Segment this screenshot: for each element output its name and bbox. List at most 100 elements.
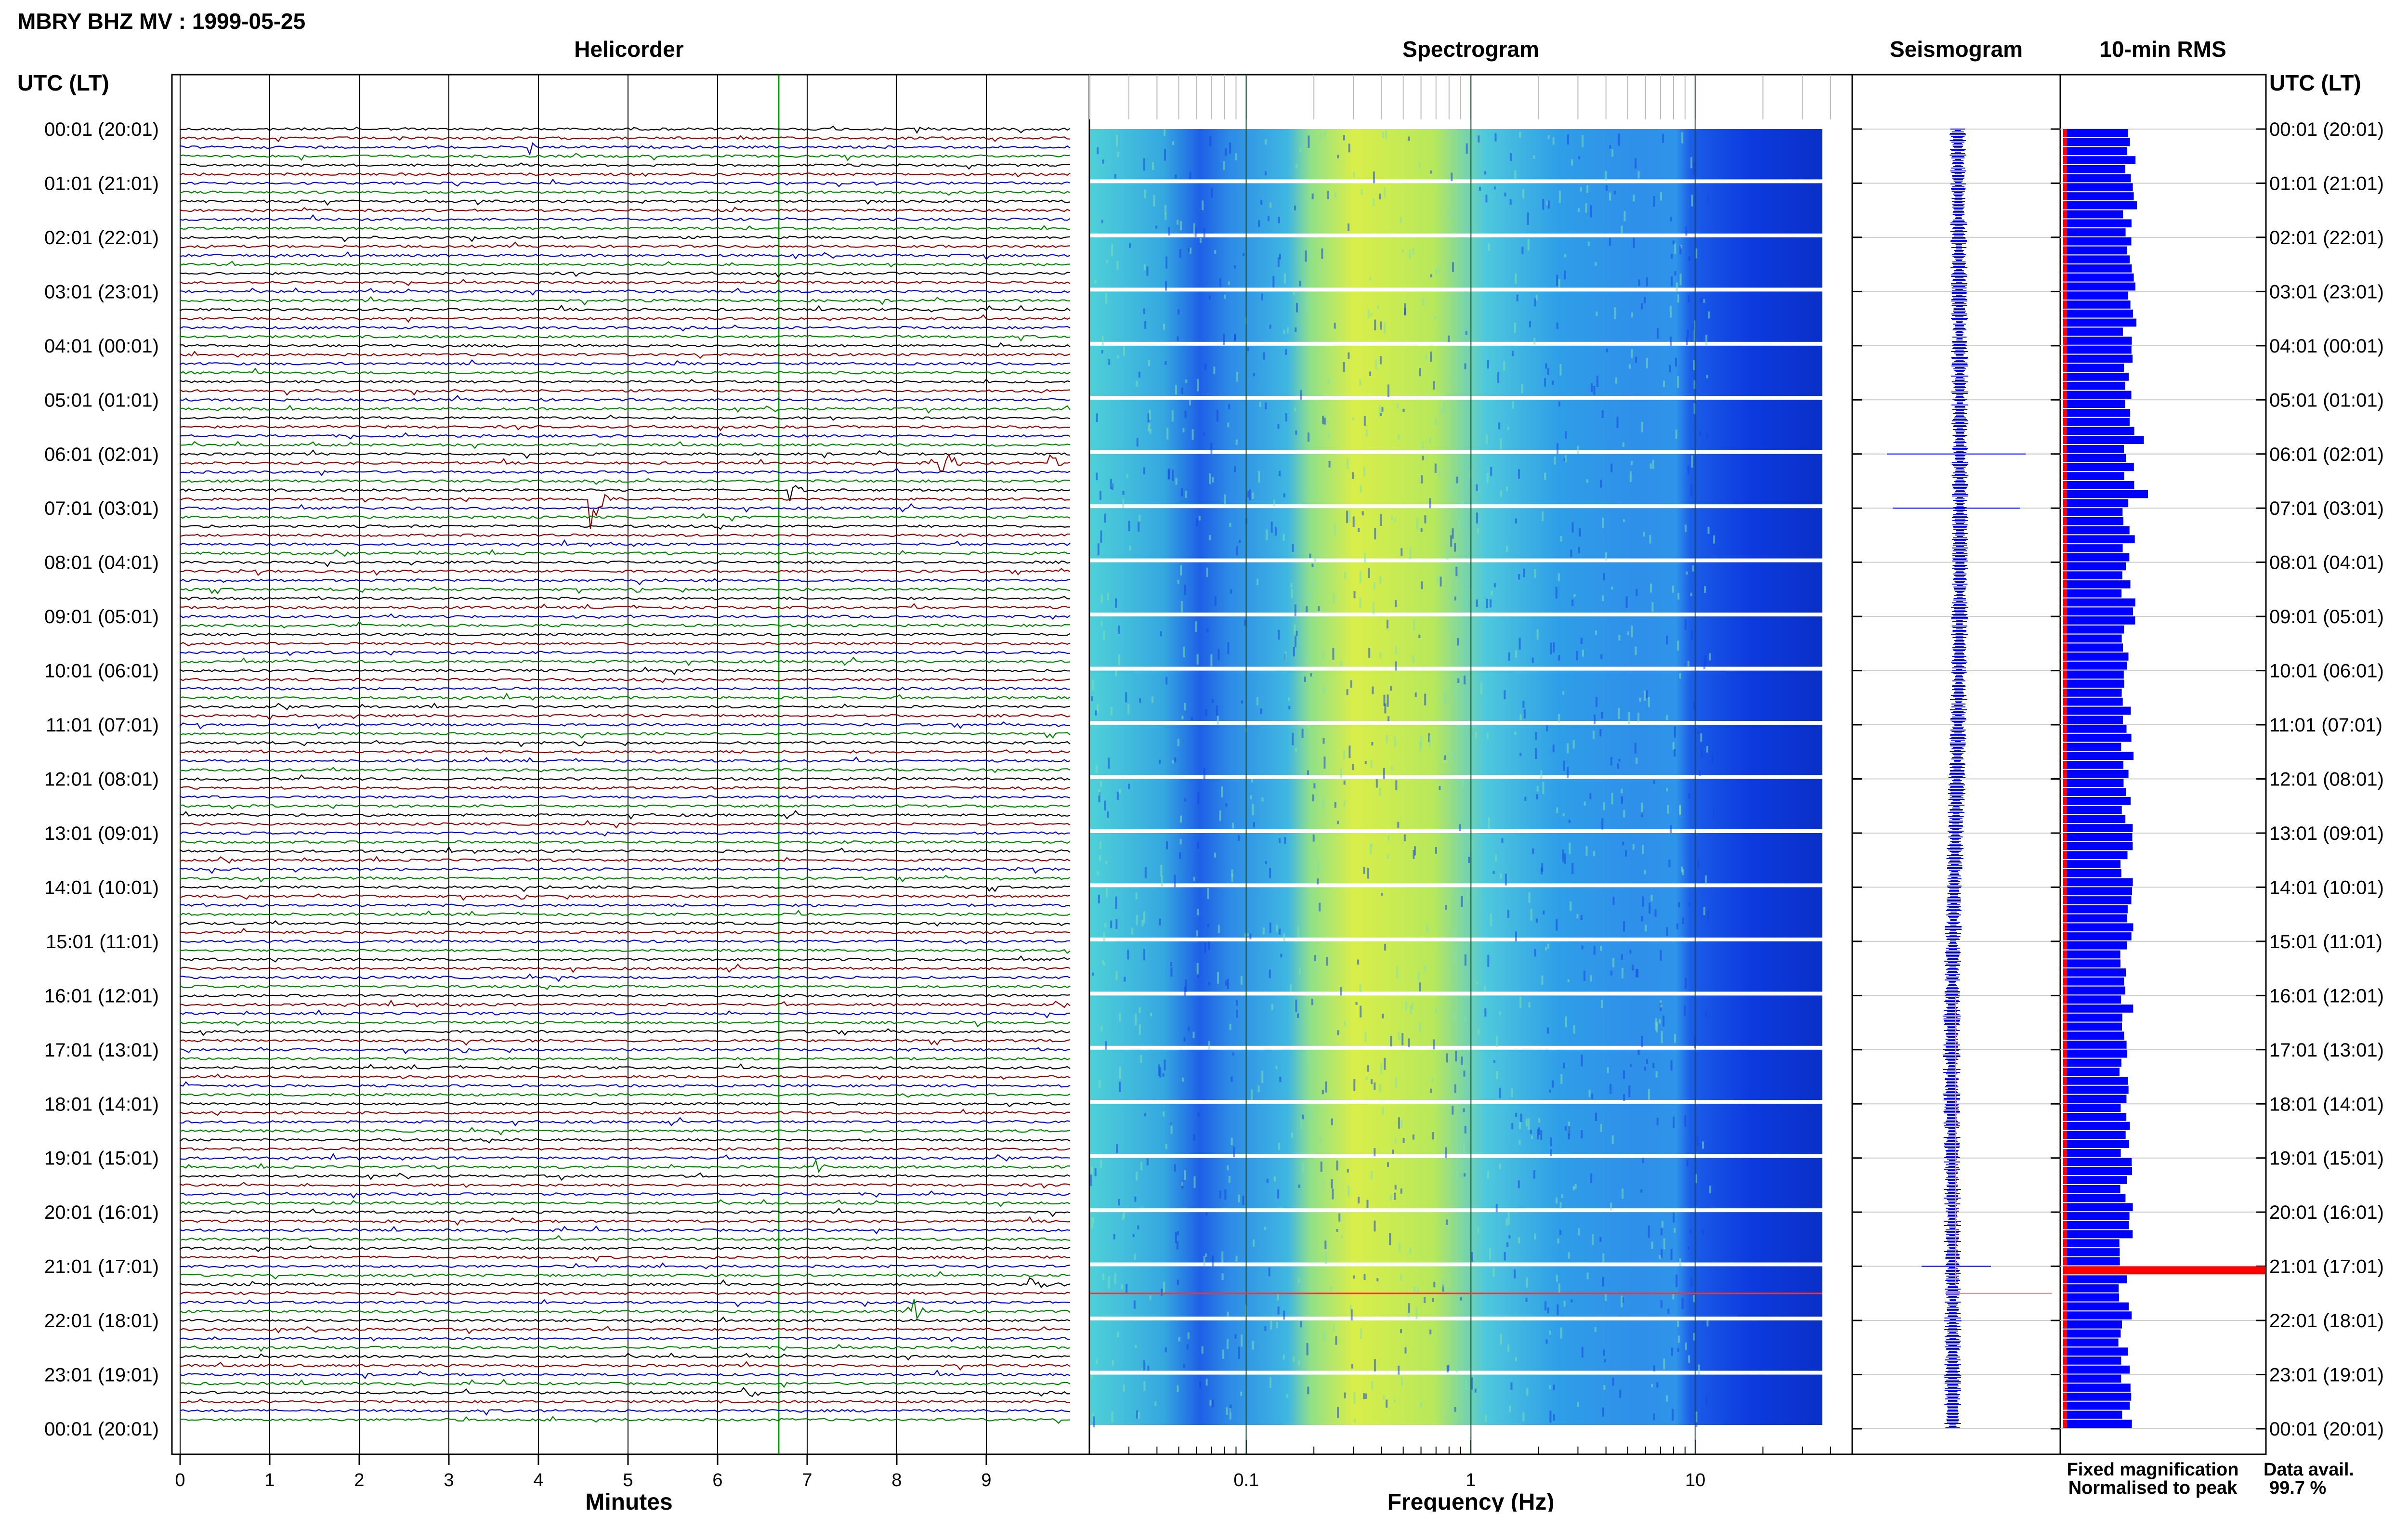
spectrogram-noise-cell <box>1295 327 1297 332</box>
time-labels-right: 00:01 (20:01)01:01 (21:01)02:01 (22:01)0… <box>2269 119 2384 1440</box>
spectrogram-noise-cell <box>1695 1174 1697 1183</box>
spectrogram-noise-cell <box>1398 1366 1400 1377</box>
spectrogram-noise-cell <box>1354 1418 1356 1423</box>
spectrogram-noise-cell <box>1363 416 1366 426</box>
rms-normalised-bar <box>2063 995 2067 1004</box>
spectrogram-noise-cell <box>1540 770 1543 779</box>
spectrogram-noise-cell <box>1193 877 1195 881</box>
spectrogram-noise-cell <box>1144 321 1147 329</box>
spectrogram-noise-cell <box>1186 1344 1189 1350</box>
rms-normalised-bar <box>2063 1176 2067 1184</box>
helicorder-trace <box>179 389 1071 396</box>
rms-normalised-bar <box>2063 1131 2067 1139</box>
helicorder-trace <box>179 692 1071 701</box>
spectrogram-noise-cell <box>1404 303 1406 315</box>
spectrogram-noise-cell <box>1660 1300 1662 1308</box>
helicorder-trace <box>179 621 1071 628</box>
spectrogram-noise-cell <box>1286 1394 1289 1398</box>
spectrogram-noise-cell <box>1706 746 1709 753</box>
spectrogram-noise-cell <box>1283 273 1286 284</box>
spectrogram-noise-cell <box>1265 139 1267 145</box>
spectrogram-noise-cell <box>1359 379 1361 386</box>
spectrogram-noise-cell <box>1096 1359 1098 1364</box>
spectrogram-noise-cell <box>1236 546 1238 556</box>
spectrogram-noise-cell <box>1563 1301 1566 1307</box>
spectrogram-noise-cell <box>1346 689 1348 695</box>
spectrogram-noise-cell <box>1542 511 1544 522</box>
rms-normalised-bar <box>2063 1266 2067 1275</box>
spectrogram-noise-cell <box>1601 1000 1603 1008</box>
rms-bar <box>2063 806 2122 814</box>
rms-bar <box>2063 616 2135 625</box>
helicorder-trace <box>179 271 1071 278</box>
spectrogram-noise-cell <box>1673 1116 1675 1128</box>
spectrogram-noise-cell <box>1285 349 1287 355</box>
spectrogram-noise-cell <box>1125 692 1127 703</box>
spectrogram-noise-cell <box>1547 200 1550 209</box>
rms-bar <box>2063 716 2123 724</box>
spectrogram-noise-cell <box>1276 925 1278 932</box>
spectrogram-noise-cell <box>1642 896 1644 907</box>
spectrogram-noise-cell <box>1231 874 1233 882</box>
spectrogram-noise-cell <box>1674 1228 1676 1233</box>
spectrogram-noise-cell <box>1677 376 1679 388</box>
rms-bar <box>2063 1248 2120 1256</box>
rms-normalised-bar <box>2063 1248 2067 1256</box>
helicorder-trace <box>179 225 1071 230</box>
spectrogram-noise-cell <box>1288 706 1291 709</box>
rms-normalised-bar <box>2063 796 2067 805</box>
spectrogram-noise-cell <box>1093 1416 1095 1428</box>
spectrogram-noise-cell <box>1099 1080 1101 1088</box>
rms-normalised-bar <box>2063 851 2067 860</box>
spectrogram-noise-cell <box>1636 588 1638 596</box>
spectrogram-noise-cell <box>1097 543 1099 556</box>
spectrogram-noise-cell <box>1508 1235 1511 1239</box>
rms-normalised-bar <box>2063 1022 2067 1031</box>
rms-normalised-bar <box>2063 1239 2067 1248</box>
spectrogram-noise-cell <box>1209 473 1211 484</box>
spectrogram-noise-cell <box>1508 652 1510 661</box>
helicorder-trace <box>179 162 1071 170</box>
plot-title: MBRY BHZ MV : 1999-05-25 <box>17 9 305 34</box>
spectrogram-noise-cell <box>1552 744 1555 753</box>
rms-bar <box>2063 1104 2121 1112</box>
spectrogram-noise-cell <box>1134 1253 1136 1260</box>
helicorder-trace <box>179 940 1070 944</box>
spectrogram-noise-cell <box>1590 205 1592 218</box>
spectrogram-noise-cell <box>1325 1081 1327 1093</box>
spectrogram-noise-cell <box>1579 528 1581 537</box>
spectrogram-noise-cell <box>1390 1196 1392 1201</box>
spectrogram-noise-cell <box>1323 757 1326 769</box>
rms-bar <box>2063 580 2131 588</box>
spectrogram-noise-cell <box>1164 149 1166 161</box>
spectrogram-noise-cell <box>1394 518 1396 522</box>
rms-normalised-bar <box>2063 752 2067 760</box>
spectrogram-noise-cell <box>1298 1360 1300 1366</box>
spectrogram-noise-cell <box>1159 918 1161 926</box>
helicorder-trace <box>180 651 1071 656</box>
spectrogram-noise-cell <box>1231 869 1233 877</box>
helicorder-trace <box>179 1199 1071 1207</box>
spectrogram-noise-cell <box>1455 1144 1458 1150</box>
spectrogram-noise-cell <box>1670 217 1672 222</box>
spectrogram-noise-cell <box>1615 377 1618 384</box>
rms-bar <box>2063 192 2134 200</box>
spectrogram-noise-cell <box>1525 1297 1528 1303</box>
spectrogram-noise-cell <box>1165 281 1167 291</box>
spectrogram-noise-cell <box>1644 691 1646 701</box>
spectrogram-noise-cell <box>1177 580 1179 584</box>
spectrogram-noise-cell <box>1706 375 1708 378</box>
helicorder-trace <box>179 314 1071 323</box>
helicorder-trace <box>179 1138 1071 1144</box>
spectrogram-noise-cell <box>1174 757 1177 763</box>
spectrogram-noise-cell <box>1540 1130 1543 1140</box>
spectrogram-noise-cell <box>1685 1342 1687 1350</box>
spectrogram-noise-cell <box>1261 797 1264 802</box>
rms-normalised-bar <box>2063 914 2067 923</box>
spectrogram-noise-cell <box>1279 470 1281 477</box>
spectrogram-noise-cell <box>1536 629 1539 640</box>
spectrogram-noise-cell <box>1249 933 1252 940</box>
spectrogram-noise-cell <box>1514 322 1516 333</box>
spectrogram-noise-cell <box>1112 1360 1114 1366</box>
spectrogram-noise-cell <box>1317 860 1320 873</box>
